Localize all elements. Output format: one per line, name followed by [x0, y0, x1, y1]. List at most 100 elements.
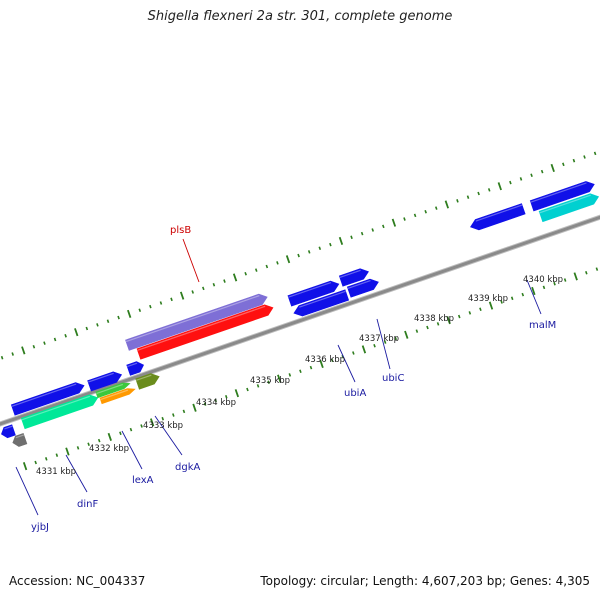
- gene-labels[interactable]: plsB ubiA ubiC malM dgkA lexA dinF yjbJ: [31, 225, 556, 533]
- tick-label: 4337 kbp: [359, 334, 399, 344]
- gene-arrow[interactable]: [287, 280, 340, 307]
- tick-label: 4335 kbp: [250, 376, 290, 386]
- gene-label-plsb[interactable]: plsB: [170, 225, 191, 236]
- minor-tick: [149, 304, 152, 309]
- gene-arrow[interactable]: [136, 304, 274, 360]
- major-tick: [107, 432, 112, 442]
- minor-tick: [267, 380, 270, 384]
- gene-arrow-highlight: [100, 389, 129, 401]
- gene-feature[interactable]: [125, 293, 268, 351]
- gene-feature[interactable]: [87, 371, 123, 392]
- minor-tick: [542, 285, 546, 290]
- minor-tick: [403, 217, 406, 221]
- gene-arrow-highlight: [4, 425, 13, 430]
- minor-tick: [44, 457, 48, 461]
- gene-feature[interactable]: [10, 382, 85, 416]
- minor-tick: [415, 329, 419, 333]
- gene-feature[interactable]: [99, 388, 136, 405]
- leader-line: [337, 344, 356, 383]
- tick-label: 4332 kbp: [89, 444, 129, 454]
- gene-arrow[interactable]: [10, 382, 85, 416]
- minor-tick: [383, 340, 387, 344]
- minor-tick: [479, 307, 482, 312]
- gene-arrow[interactable]: [20, 394, 99, 430]
- gene-feature[interactable]: [1, 424, 16, 439]
- minor-tick: [477, 191, 480, 196]
- major-tick: [497, 182, 502, 191]
- feature-track[interactable]: [1, 181, 600, 447]
- minor-tick: [330, 358, 334, 363]
- gene-arrow[interactable]: [470, 203, 526, 231]
- gene-label-dinf[interactable]: dinF: [77, 499, 98, 510]
- minor-tick: [562, 162, 565, 167]
- gene-feature[interactable]: [338, 268, 369, 287]
- gene-arrow[interactable]: [99, 388, 136, 405]
- leader-line: [121, 430, 143, 470]
- gene-feature[interactable]: [470, 203, 526, 231]
- tick-label: 4336 kbp: [305, 355, 345, 365]
- gene-arrow[interactable]: [125, 293, 268, 351]
- gene-label-malm[interactable]: malM: [529, 320, 556, 331]
- minor-tick: [373, 343, 376, 348]
- leader-line: [154, 415, 183, 456]
- minor-tick: [76, 446, 80, 450]
- gene-arrow-highlight: [11, 383, 77, 407]
- gene-arrow[interactable]: [1, 424, 16, 439]
- gene-label-lexa[interactable]: lexA: [132, 475, 154, 486]
- minor-tick: [244, 272, 247, 276]
- tick-label: 4331 kbp: [36, 467, 76, 477]
- gene-arrow[interactable]: [126, 361, 145, 376]
- minor-tick: [563, 278, 567, 282]
- major-tick: [150, 418, 155, 427]
- major-tick: [74, 328, 79, 337]
- minor-tick: [553, 281, 556, 286]
- gene-arrow[interactable]: [135, 373, 160, 390]
- tick-label: 4334 kbp: [196, 398, 236, 408]
- major-tick: [338, 236, 344, 246]
- minor-tick: [0, 355, 4, 360]
- tick-label: 4333 kbp: [143, 421, 183, 431]
- minor-tick: [182, 409, 186, 414]
- gene-arrow[interactable]: [12, 433, 28, 447]
- leader-line: [15, 466, 39, 516]
- gene-label-ubic[interactable]: ubiC: [382, 373, 404, 384]
- minor-tick: [288, 373, 292, 377]
- gene-label-ubia[interactable]: ubiA: [344, 388, 366, 399]
- gene-feature[interactable]: [126, 361, 145, 376]
- tick-label: 4338 kbp: [414, 314, 454, 324]
- minor-tick: [457, 314, 461, 319]
- gene-feature[interactable]: [529, 181, 595, 212]
- gene-feature[interactable]: [293, 289, 350, 317]
- minor-tick: [159, 301, 163, 305]
- gene-feature[interactable]: [20, 394, 99, 430]
- gene-feature[interactable]: [136, 304, 274, 360]
- gene-label-yjbj[interactable]: yjbJ: [31, 522, 49, 533]
- minor-tick: [583, 155, 586, 159]
- gene-feature[interactable]: [135, 373, 160, 390]
- gene-label-dgka[interactable]: dgkA: [175, 462, 200, 473]
- gene-arrow-highlight: [539, 194, 591, 214]
- tick-label: 4339 kbp: [468, 294, 508, 304]
- minor-tick: [172, 413, 175, 417]
- inner-tick-ring: [22, 267, 599, 471]
- minor-tick: [519, 177, 523, 181]
- gene-arrow[interactable]: [346, 278, 379, 298]
- gene-arrow[interactable]: [338, 268, 369, 287]
- gene-feature[interactable]: [12, 433, 28, 447]
- gene-arrow[interactable]: [293, 289, 350, 317]
- minor-tick: [254, 268, 258, 272]
- minor-tick: [212, 282, 216, 287]
- gene-arrow[interactable]: [529, 181, 595, 212]
- minor-tick: [276, 261, 279, 265]
- minor-tick: [117, 315, 120, 320]
- gene-feature[interactable]: [538, 193, 600, 223]
- minor-tick: [572, 158, 576, 163]
- gene-feature[interactable]: [287, 280, 340, 307]
- gene-feature[interactable]: [346, 278, 379, 298]
- gene-arrow[interactable]: [538, 193, 600, 223]
- gene-feature[interactable]: [95, 382, 131, 399]
- gene-arrow-highlight: [96, 383, 124, 395]
- gene-arrow[interactable]: [95, 382, 131, 399]
- gene-arrow[interactable]: [87, 371, 123, 392]
